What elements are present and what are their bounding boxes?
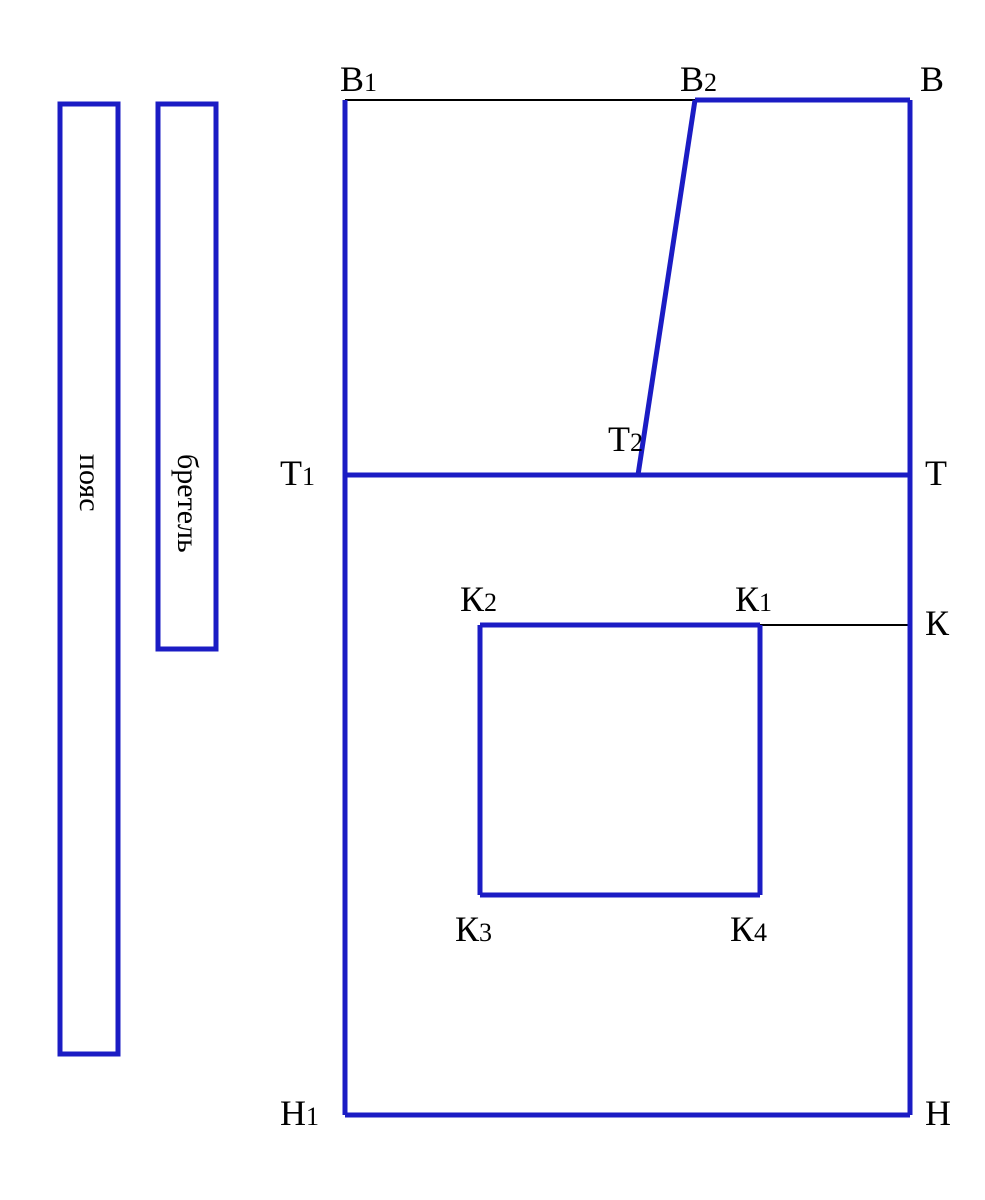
label-T: Т [925, 452, 947, 494]
label-K: К [925, 602, 949, 644]
label-H: Н [925, 1092, 951, 1134]
label-K2: К2 [460, 578, 497, 620]
label-B: В [920, 58, 944, 100]
label-K3: К3 [455, 908, 492, 950]
belt-label: пояс [72, 454, 106, 512]
label-K4: К4 [730, 908, 767, 950]
label-B2: В2 [680, 58, 717, 100]
label-K1: К1 [735, 578, 772, 620]
strap-label: бретель [170, 454, 204, 553]
label-T2: Т2 [608, 418, 643, 460]
label-B1: В1 [340, 58, 377, 100]
label-H1: Н1 [280, 1092, 319, 1134]
label-T1: Т1 [280, 452, 315, 494]
